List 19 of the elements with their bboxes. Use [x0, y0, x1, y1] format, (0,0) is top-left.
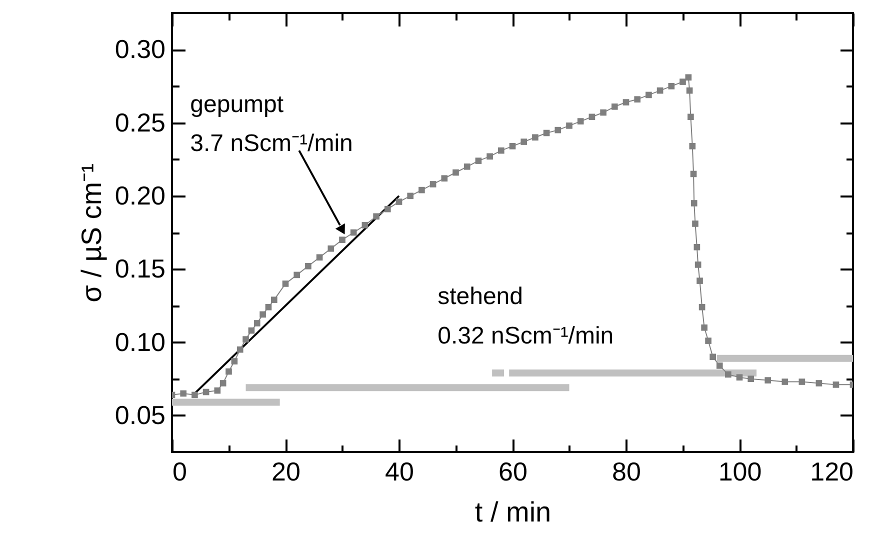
x-tick-label: 60	[498, 456, 528, 486]
x-tick-label: 40	[385, 456, 414, 486]
x-tick-label: 0	[172, 456, 187, 486]
y-tick-label: 0.10	[114, 326, 166, 357]
annotation: 3.7 nScm⁻¹/min	[190, 130, 353, 157]
y-tick-label: 0.15	[114, 254, 166, 284]
annotation: stehend	[438, 282, 523, 310]
annotation: 0.32 nScm⁻¹/min	[438, 322, 614, 350]
x-tick-label: 120	[810, 456, 854, 486]
y-axis-title: σ / µS cm⁻¹	[76, 164, 107, 302]
y-tick-label: 0.20	[114, 180, 166, 210]
x-tick-label: 80	[612, 456, 641, 486]
annotation: gepumpt	[190, 91, 284, 118]
x-tick-label: 100	[718, 456, 762, 486]
x-axis-title: t / min	[474, 496, 552, 528]
y-tick-label: 0.30	[114, 34, 166, 64]
x-tick-label: 20	[272, 456, 300, 486]
y-tick-label: 0.25	[114, 107, 166, 138]
y-tick-label: 0.05	[114, 400, 166, 430]
